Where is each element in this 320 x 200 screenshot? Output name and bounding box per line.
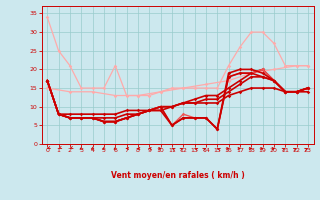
- X-axis label: Vent moyen/en rafales ( km/h ): Vent moyen/en rafales ( km/h ): [111, 171, 244, 180]
